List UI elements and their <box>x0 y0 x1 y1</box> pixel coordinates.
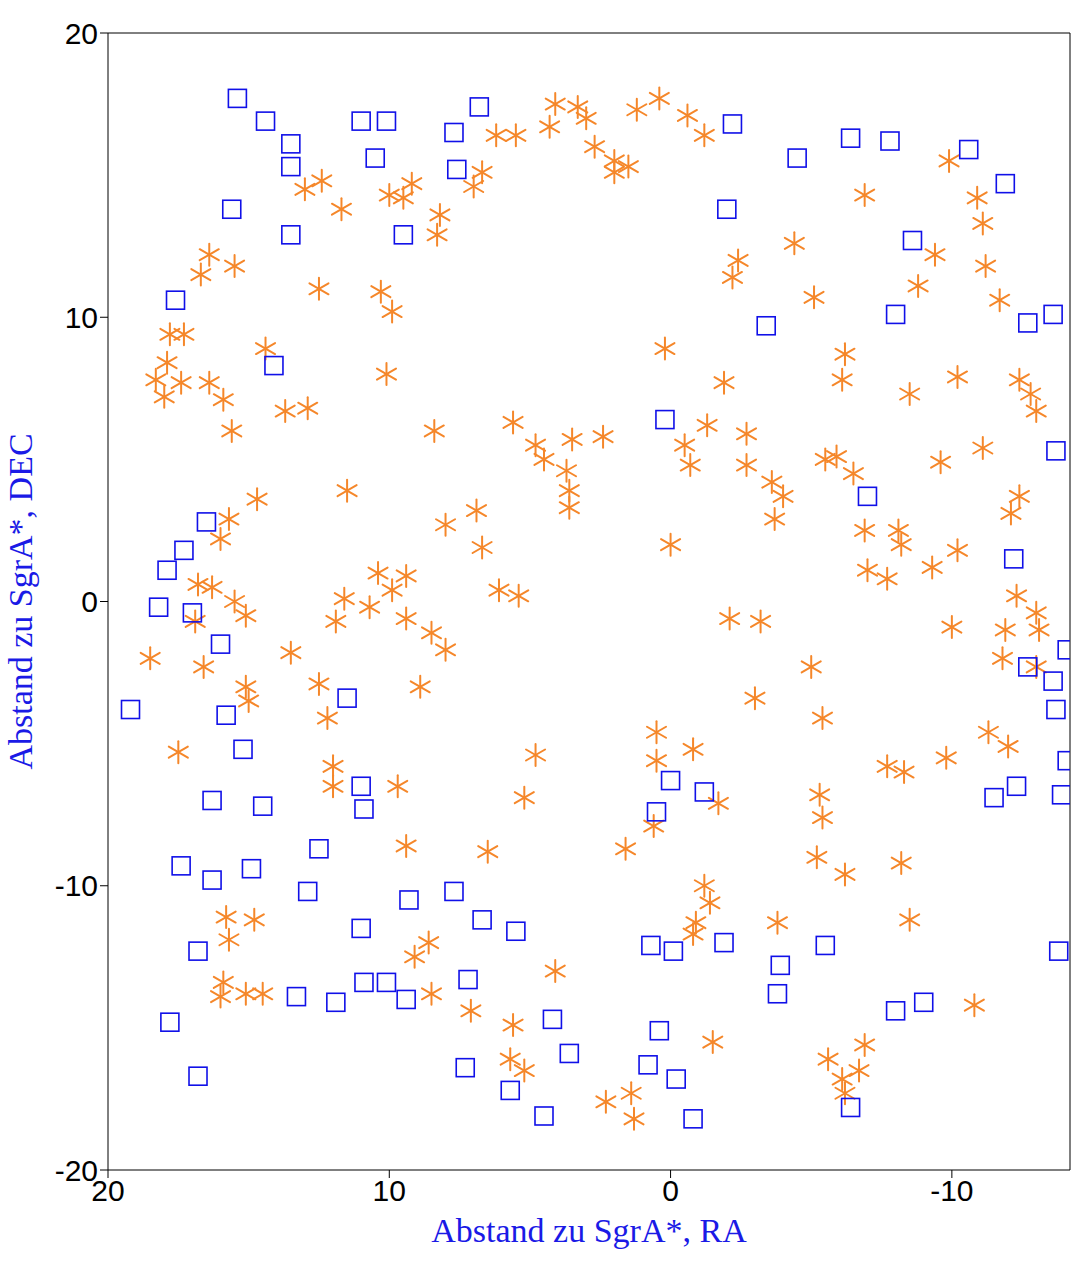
svg-text:Abstand zu SgrA*, DEC: Abstand zu SgrA*, DEC <box>2 433 39 769</box>
svg-text:0: 0 <box>662 1174 679 1207</box>
svg-text:-20: -20 <box>55 1154 98 1187</box>
svg-text:20: 20 <box>65 17 98 50</box>
svg-text:0: 0 <box>81 585 98 618</box>
svg-text:10: 10 <box>65 301 98 334</box>
svg-text:10: 10 <box>373 1174 406 1207</box>
svg-text:20: 20 <box>91 1174 125 1208</box>
svg-text:-10: -10 <box>55 869 98 902</box>
svg-text:Abstand zu SgrA*, RA: Abstand zu SgrA*, RA <box>431 1212 747 1249</box>
svg-text:-10: -10 <box>930 1174 973 1207</box>
